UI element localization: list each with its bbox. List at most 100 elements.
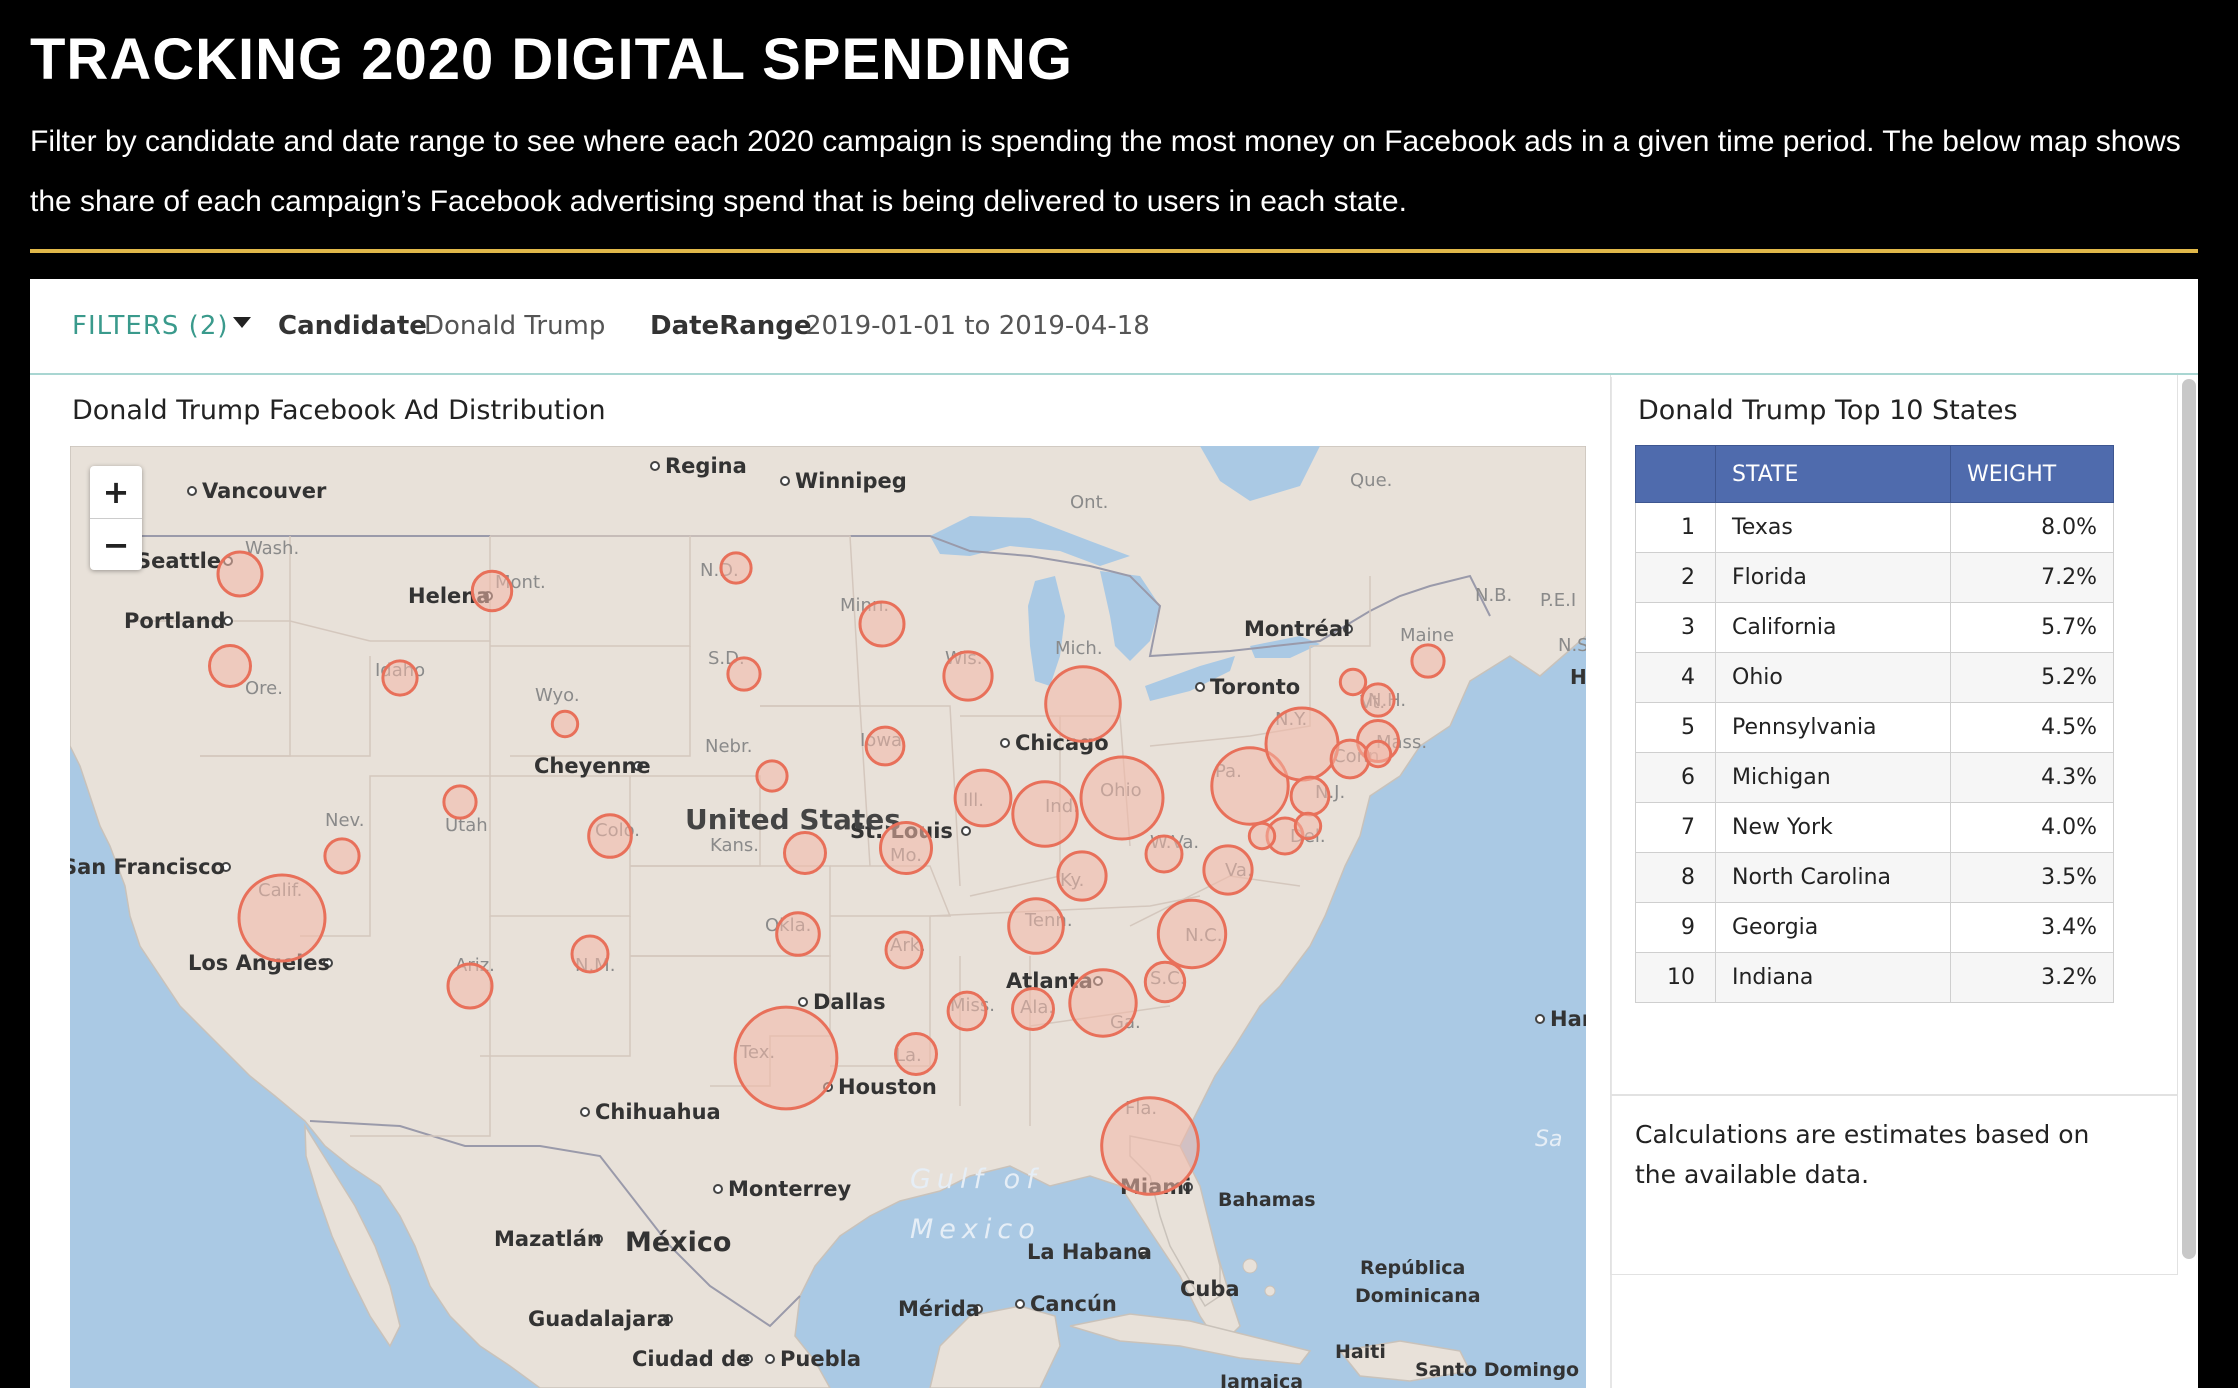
state-cell: North Carolina	[1715, 852, 1951, 903]
region-label: Bahamas	[1218, 1189, 1316, 1211]
table-row[interactable]: 8 North Carolina 3.5%	[1635, 852, 2114, 903]
rank-cell: 3	[1635, 602, 1716, 653]
state-bubble[interactable]	[726, 656, 762, 692]
rank-cell: 6	[1635, 752, 1716, 803]
map-container[interactable]: + −	[70, 446, 1586, 1388]
state-bubble-michigan[interactable]	[1044, 665, 1122, 743]
rank-cell: 5	[1635, 702, 1716, 753]
table-row[interactable]: 1 Texas 8.0%	[1635, 502, 2114, 553]
city-label: Mazatlán	[494, 1227, 602, 1251]
table-row[interactable]: 4 Ohio 5.2%	[1635, 652, 2114, 703]
rank-cell: 4	[1635, 652, 1716, 703]
state-label: Wash.	[245, 538, 299, 559]
weight-cell: 7.2%	[1950, 552, 2114, 603]
weight-cell: 8.0%	[1950, 502, 2114, 553]
state-bubble-texas[interactable]	[733, 1005, 839, 1111]
state-bubble[interactable]	[1338, 667, 1368, 697]
state-bubble[interactable]	[381, 659, 419, 697]
state-bubble[interactable]	[1329, 738, 1371, 780]
state-bubble-ohio[interactable]	[1079, 755, 1165, 841]
state-bubble[interactable]	[446, 962, 494, 1010]
city-marker	[187, 486, 197, 496]
state-bubble-pennsylvania[interactable]	[1210, 746, 1290, 826]
city-marker	[663, 1314, 673, 1324]
state-bubble[interactable]	[1293, 811, 1323, 841]
state-bubble-california[interactable]	[237, 873, 327, 963]
state-bubble[interactable]	[570, 934, 610, 974]
state-bubble[interactable]	[1363, 739, 1393, 769]
state-bubble[interactable]	[1144, 834, 1184, 874]
state-bubble[interactable]	[879, 821, 933, 875]
table-row[interactable]: 9 Georgia 3.4%	[1635, 902, 2114, 953]
state-bubble-georgia[interactable]	[1068, 968, 1138, 1038]
state-bubble[interactable]	[208, 644, 252, 688]
caret-down-icon[interactable]	[233, 317, 251, 328]
state-bubble[interactable]	[755, 759, 789, 793]
city-marker	[1535, 1014, 1545, 1024]
state-bubble[interactable]	[864, 725, 906, 767]
state-bubble-indiana[interactable]	[1011, 780, 1079, 848]
city-marker	[1015, 1299, 1025, 1309]
state-bubble[interactable]	[1007, 897, 1065, 955]
state-bubble[interactable]	[775, 911, 821, 957]
state-bubble[interactable]	[1056, 850, 1108, 902]
state-bubble[interactable]	[946, 990, 988, 1032]
column-header-weight[interactable]: WEIGHT	[1950, 445, 2114, 503]
water-label: Mexico	[910, 1214, 1041, 1245]
candidate-filter-value[interactable]: Donald Trump	[424, 311, 606, 341]
table-row[interactable]: 10 Indiana 3.2%	[1635, 952, 2114, 1003]
state-bubble[interactable]	[953, 768, 1013, 828]
table-row[interactable]: 7 New York 4.0%	[1635, 802, 2114, 853]
column-header-state[interactable]: STATE	[1715, 445, 1951, 503]
weight-cell: 4.0%	[1950, 802, 2114, 853]
state-bubble[interactable]	[216, 550, 264, 598]
land-bahamas-2	[1264, 1285, 1276, 1297]
dashboard-panel: FILTERS (2) Candidate Donald Trump DateR…	[30, 279, 2198, 1388]
rank-cell: 8	[1635, 852, 1716, 903]
state-bubble[interactable]	[587, 813, 633, 859]
lake-michigan	[1028, 576, 1065, 686]
state-bubble[interactable]	[1143, 960, 1187, 1004]
state-bubble[interactable]	[783, 831, 827, 875]
zoom-out-button[interactable]: −	[90, 518, 142, 570]
state-bubble-new-york[interactable]	[1264, 706, 1340, 782]
city-label: Seattle	[136, 549, 221, 573]
rank-cell: 10	[1635, 952, 1716, 1003]
state-bubble[interactable]	[1289, 775, 1331, 817]
table-row[interactable]: 2 Florida 7.2%	[1635, 552, 2114, 603]
state-bubble-florida[interactable]	[1100, 1096, 1200, 1196]
us-map[interactable]: Wash.Ore.IdahoMont.Wyo.Nev.UtahCalif.Ari…	[70, 446, 1586, 1388]
state-bubble[interactable]	[1360, 682, 1396, 718]
city-label: San Francisco	[70, 855, 225, 879]
state-bubble[interactable]	[858, 600, 906, 648]
table-row[interactable]: 6 Michigan 4.3%	[1635, 752, 2114, 803]
city-label: Vancouver	[202, 479, 327, 503]
state-bubble[interactable]	[323, 837, 361, 875]
table-row[interactable]: 3 California 5.7%	[1635, 602, 2114, 653]
state-bubble[interactable]	[884, 930, 924, 970]
region-label: México	[625, 1227, 731, 1258]
state-bubble[interactable]	[550, 709, 580, 739]
scrollbar[interactable]	[2182, 379, 2196, 1259]
rank-cell: 7	[1635, 802, 1716, 853]
city-label: Mérida	[898, 1297, 980, 1321]
region-label: Cuba	[1180, 1277, 1240, 1301]
state-bubble[interactable]	[470, 569, 514, 613]
filters-toggle[interactable]: FILTERS (2)	[72, 311, 229, 341]
state-bubble[interactable]	[894, 1032, 938, 1076]
state-bubble[interactable]	[719, 551, 753, 585]
zoom-in-button[interactable]: +	[102, 473, 130, 511]
table-row[interactable]: 5 Pennsylvania 4.5%	[1635, 702, 2114, 753]
city-label: Puebla	[780, 1347, 861, 1371]
region-label: Santo Domingo	[1415, 1359, 1579, 1381]
state-bubble[interactable]	[942, 650, 994, 702]
state-bubble[interactable]	[1410, 643, 1446, 679]
state-bubble[interactable]	[442, 784, 478, 820]
date-range-filter-value[interactable]: 2019-01-01 to 2019-04-18	[805, 311, 1150, 341]
state-bubble[interactable]	[1202, 844, 1254, 896]
state-bubble[interactable]	[1011, 987, 1055, 1031]
state-bubble-north-carolina[interactable]	[1156, 898, 1228, 970]
column-header-rank[interactable]	[1635, 445, 1716, 503]
state-bubble[interactable]	[1247, 821, 1277, 851]
weight-cell: 3.2%	[1950, 952, 2114, 1003]
